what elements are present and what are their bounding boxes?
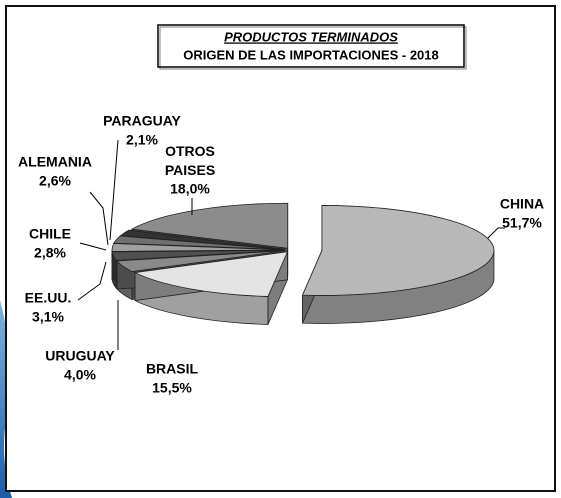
leader-line: [79, 242, 107, 251]
title-box: [157, 24, 465, 68]
chart-title: PRODUCTOS TERMINADOS: [224, 29, 398, 44]
category-label: OTROS PAISES: [165, 143, 215, 178]
value-label: 18,0%: [170, 181, 210, 197]
value-label: 51,7%: [502, 215, 542, 231]
slice-top: [111, 249, 285, 261]
value-label: 2,1%: [126, 132, 158, 148]
labels: CHINA 51,7% BRASIL 15,5% URUGUAY 4,0% EE.UU. 3,…: [18, 113, 544, 396]
value-label: 15,5%: [152, 380, 192, 396]
leader-line: [77, 261, 107, 301]
slice-top: [301, 205, 495, 296]
slice-top: [130, 202, 289, 249]
category-label: CHILE: [29, 226, 71, 242]
category-label: URUGUAY: [45, 348, 115, 364]
leader-line: [109, 139, 119, 241]
pie: [111, 202, 495, 325]
category-label: CHINA: [500, 196, 544, 212]
slice-top: [116, 250, 285, 272]
leader-line: [89, 191, 109, 246]
value-label: 3,1%: [32, 309, 64, 325]
pie-slice: [301, 205, 495, 324]
category-label: BRASIL: [146, 361, 199, 377]
category-label: ALEMANIA: [18, 154, 92, 170]
value-label: 2,6%: [39, 173, 71, 189]
pie-slice: [133, 251, 289, 325]
leader-line: [487, 227, 505, 239]
category-label: EE.UU.: [25, 290, 72, 306]
slice-top: [133, 251, 289, 297]
title-shadow: [159, 26, 467, 70]
category-label: PARAGUAY: [103, 113, 181, 129]
chart-subtitle: ORIGEN DE LAS IMPORTACIONES - 2018: [183, 47, 438, 62]
value-label: 2,8%: [34, 245, 66, 261]
value-label: 4,0%: [64, 367, 96, 383]
